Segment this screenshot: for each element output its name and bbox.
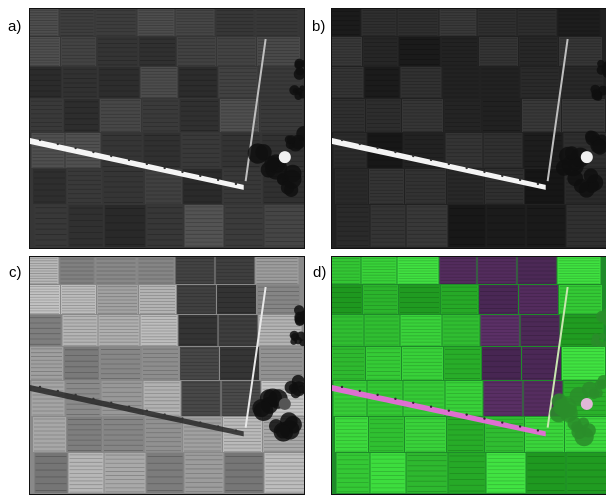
aerial-image-d — [331, 256, 606, 495]
aerial-image-c-graphic — [30, 257, 304, 494]
panel-a-label: a) — [8, 19, 21, 34]
panel-d-label: d) — [313, 265, 326, 280]
aerial-image-c — [29, 256, 305, 495]
aerial-image-a — [29, 8, 305, 249]
aerial-image-b-graphic — [332, 9, 606, 248]
panel-b-label: b) — [312, 19, 325, 34]
panel-c-label: c) — [9, 265, 22, 280]
aerial-image-b — [331, 8, 606, 249]
aerial-image-a-graphic — [30, 9, 304, 248]
aerial-image-d-graphic — [332, 257, 606, 494]
